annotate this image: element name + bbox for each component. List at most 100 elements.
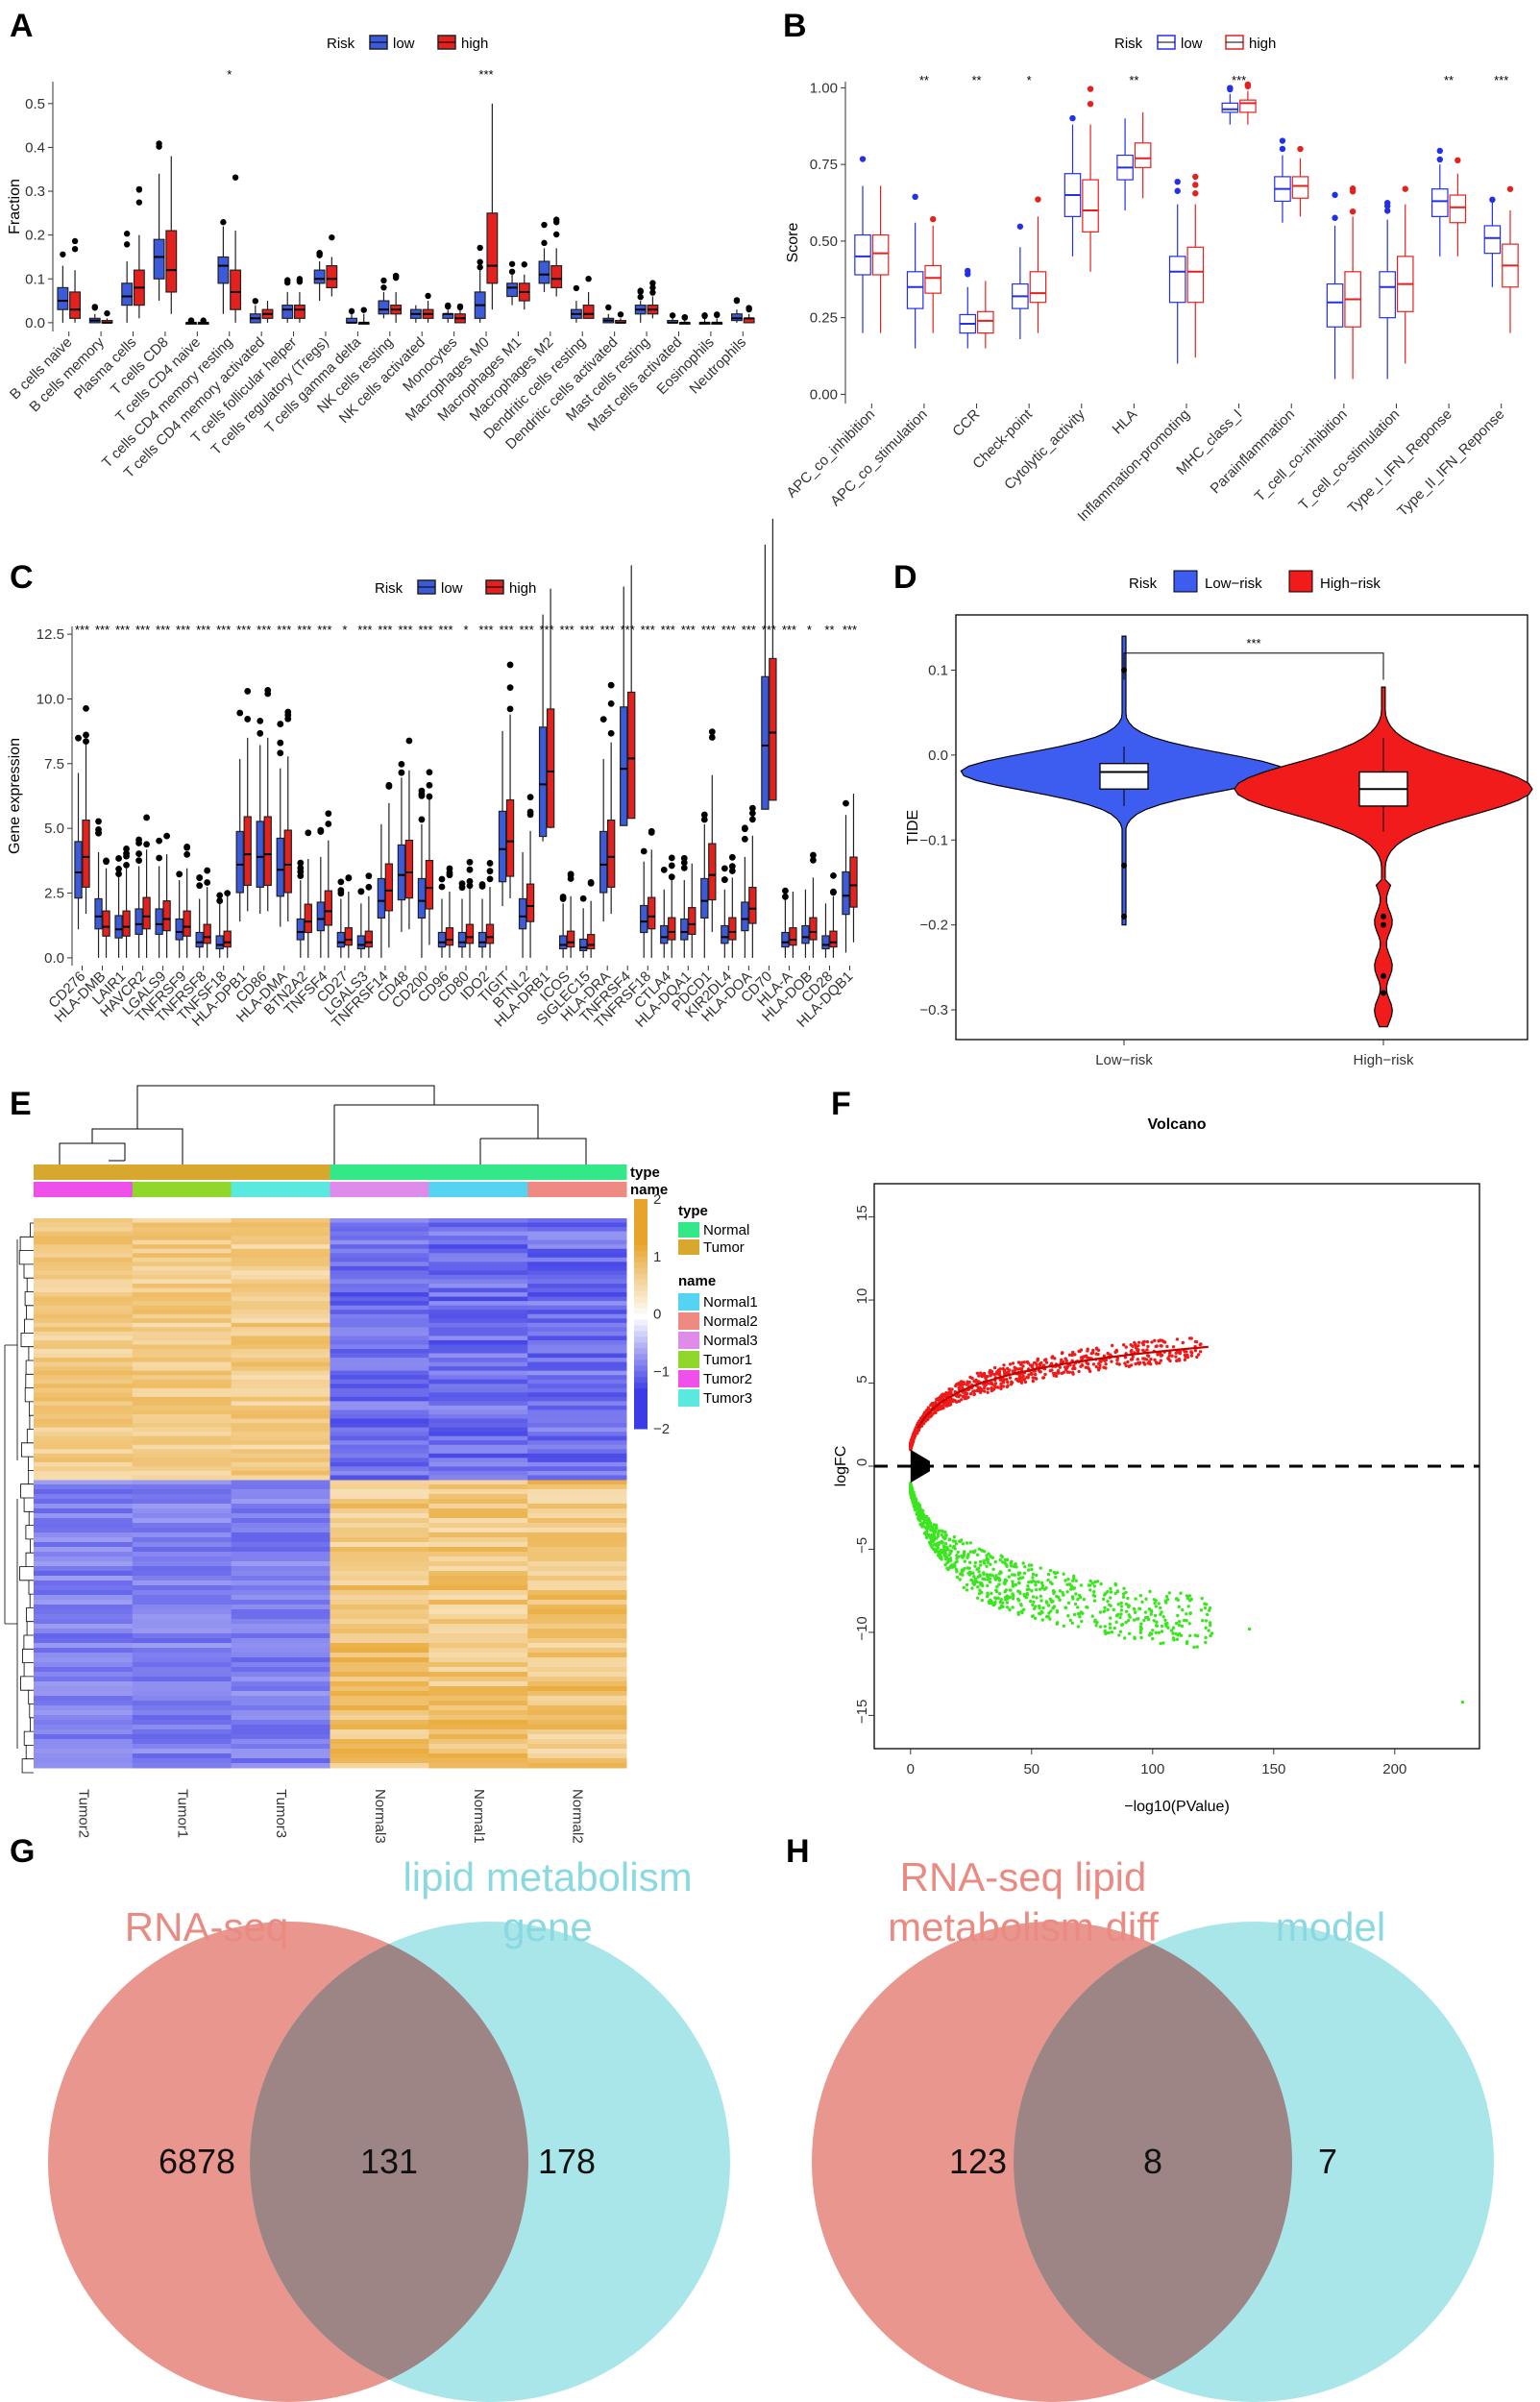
panel-e-cell-b-21-0 xyxy=(34,1581,134,1586)
panel-c-outlier-8-1-0 xyxy=(244,716,252,723)
panel-a-box-low-0-box xyxy=(57,286,69,310)
panel-e-cell-a-46-1 xyxy=(132,1418,232,1424)
panel-e-cell-a-21-0 xyxy=(34,1310,134,1315)
panel-f-point-up-203 xyxy=(947,1387,951,1391)
panel-f-point-up-532 xyxy=(1050,1361,1054,1365)
panel-c-box-low-27-box xyxy=(620,706,628,826)
panel-e-cell-b-59-4 xyxy=(428,1763,528,1769)
panel-f-point-up-810 xyxy=(982,1383,986,1386)
panel-b-outlier-11-0-1 xyxy=(1436,147,1443,155)
panel-b-outlier-11-0-0 xyxy=(1436,156,1443,163)
panel-c-box-low-10-box xyxy=(276,837,284,897)
panel-f-point-up-806 xyxy=(1002,1368,1007,1372)
panel-e-cell-a-51-0 xyxy=(34,1440,134,1446)
panel-c-outlier-0-0-1 xyxy=(75,734,82,742)
panel-f-point-down-394 xyxy=(979,1563,983,1567)
panel-b-box-low-0-box xyxy=(854,233,871,276)
panel-e-cell-b-55-5 xyxy=(527,1744,627,1750)
panel-f-point-up-432 xyxy=(1035,1377,1039,1381)
panel-e-cell-a-54-1 xyxy=(132,1453,232,1458)
panel-c-significance-23: *** xyxy=(540,623,554,637)
panel-f-point-up-719 xyxy=(1111,1343,1114,1348)
panel-c-outlier-32-1-0 xyxy=(728,863,736,870)
panel-f-point-down-570 xyxy=(1102,1609,1106,1614)
panel-e-cell-b-57-5 xyxy=(527,1753,627,1759)
panel-e-legend-name-key-5 xyxy=(678,1389,699,1407)
panel-f-point-down-892 xyxy=(919,1508,923,1512)
panel-e-legend-type-label-1: Tumor xyxy=(703,1239,745,1256)
panel-c-outlier-31-0-0 xyxy=(700,816,708,823)
panel-e-cell-a-34-2 xyxy=(231,1366,330,1372)
panel-e-cell-b-16-0 xyxy=(34,1556,134,1562)
panel-e-cell-a-33-1 xyxy=(132,1361,232,1367)
panel-e-cell-a-24-5 xyxy=(527,1322,627,1328)
panel-f-point-down-769 xyxy=(993,1576,997,1581)
panel-f-point-down-876 xyxy=(1160,1624,1164,1629)
panel-c-outlier-2-1-2 xyxy=(123,861,130,869)
panel-e-cell-a-26-1 xyxy=(132,1331,232,1336)
panel-e-cell-b-46-4 xyxy=(428,1701,528,1706)
panel-f-point-down-634 xyxy=(1172,1638,1176,1642)
panel-e-cell-a-28-1 xyxy=(132,1339,232,1345)
panel-e-cell-b-37-5 xyxy=(527,1657,627,1663)
panel-a-outlier-12-0-2 xyxy=(445,303,452,310)
panel-e-colorbar-seg-1 xyxy=(634,1204,648,1212)
panel-f-point-down-898 xyxy=(910,1488,914,1492)
panel-f-point-down-675 xyxy=(1039,1594,1043,1599)
panel-e-cell-b-11-1 xyxy=(132,1532,232,1538)
panel-label-b: B xyxy=(783,8,807,44)
panel-e-cell-b-51-1 xyxy=(132,1725,232,1730)
panel-f-point-up-409 xyxy=(1048,1369,1053,1373)
panel-e-cell-b-34-0 xyxy=(34,1643,134,1649)
panel-f-point-down-592 xyxy=(985,1557,989,1562)
panel-f-point-down-185 xyxy=(1153,1601,1157,1605)
panel-f-point-down-884 xyxy=(1046,1572,1051,1577)
panel-f-point-up-310 xyxy=(977,1374,981,1378)
panel-e-cell-a-46-4 xyxy=(428,1418,528,1424)
panel-b-legend-label-0: low xyxy=(1181,36,1203,52)
panel-e-legend-name-label-1: Normal2 xyxy=(703,1313,758,1330)
panel-f-point-down-4 xyxy=(943,1542,948,1546)
panel-f-point-down-610 xyxy=(1034,1605,1038,1608)
panel-e-cell-b-0-4 xyxy=(428,1480,528,1485)
panel-e-cell-a-31-2 xyxy=(231,1353,330,1359)
panel-f-point-down-768 xyxy=(1203,1602,1207,1605)
panel-f-point-up-873 xyxy=(1018,1367,1023,1371)
panel-e-cell-b-30-5 xyxy=(527,1624,627,1630)
panel-f-point-up-110 xyxy=(1153,1338,1157,1343)
panel-e-cell-a-28-4 xyxy=(428,1339,528,1345)
panel-e-column-label-5: Normal2 xyxy=(570,1789,586,1844)
panel-e-cell-b-12-3 xyxy=(330,1537,429,1543)
panel-f-point-down-800 xyxy=(1188,1611,1192,1616)
panel-e-cell-a-30-2 xyxy=(231,1349,330,1355)
panel-e-colorbar-seg-14 xyxy=(634,1279,648,1287)
panel-e-cell-a-9-3 xyxy=(330,1257,429,1262)
panel-e-cell-a-13-0 xyxy=(34,1274,134,1280)
panel-c-significance-17: *** xyxy=(418,623,432,637)
panel-e-cell-b-55-4 xyxy=(428,1744,528,1750)
panel-e-cell-b-27-5 xyxy=(527,1609,627,1615)
panel-e-cell-a-25-3 xyxy=(330,1327,429,1333)
panel-e-cell-a-24-0 xyxy=(34,1322,134,1328)
panel-e-colorbar-seg-5 xyxy=(634,1227,648,1235)
panel-f-point-down-664 xyxy=(1073,1602,1078,1606)
panel-f-point-down-572 xyxy=(926,1524,930,1528)
panel-e-cell-b-47-0 xyxy=(34,1705,134,1711)
panel-f-point-down-844 xyxy=(917,1518,922,1523)
panel-e-column-label-2: Tumor3 xyxy=(273,1789,289,1838)
panel-f-point-down-867 xyxy=(1115,1590,1120,1594)
panel-e-cell-b-14-3 xyxy=(330,1547,429,1553)
panel-f-point-up-859 xyxy=(1193,1348,1198,1353)
panel-e-cell-a-2-2 xyxy=(231,1227,330,1233)
panel-e-cell-b-38-4 xyxy=(428,1662,528,1668)
panel-e-cell-a-37-3 xyxy=(330,1379,429,1385)
panel-b-significance-11: ** xyxy=(1444,73,1454,87)
panel-c-box-low-20-box xyxy=(477,931,487,948)
panel-f-point-down-687 xyxy=(915,1505,918,1509)
panel-f-point-up-865 xyxy=(984,1376,988,1381)
panel-c-box-high-19-box xyxy=(465,923,475,944)
panel-f-point-up-812 xyxy=(942,1393,946,1397)
panel-e-cell-b-52-5 xyxy=(527,1729,627,1735)
panel-f-point-down-636 xyxy=(1076,1612,1081,1616)
panel-e-cell-b-56-1 xyxy=(132,1749,232,1754)
